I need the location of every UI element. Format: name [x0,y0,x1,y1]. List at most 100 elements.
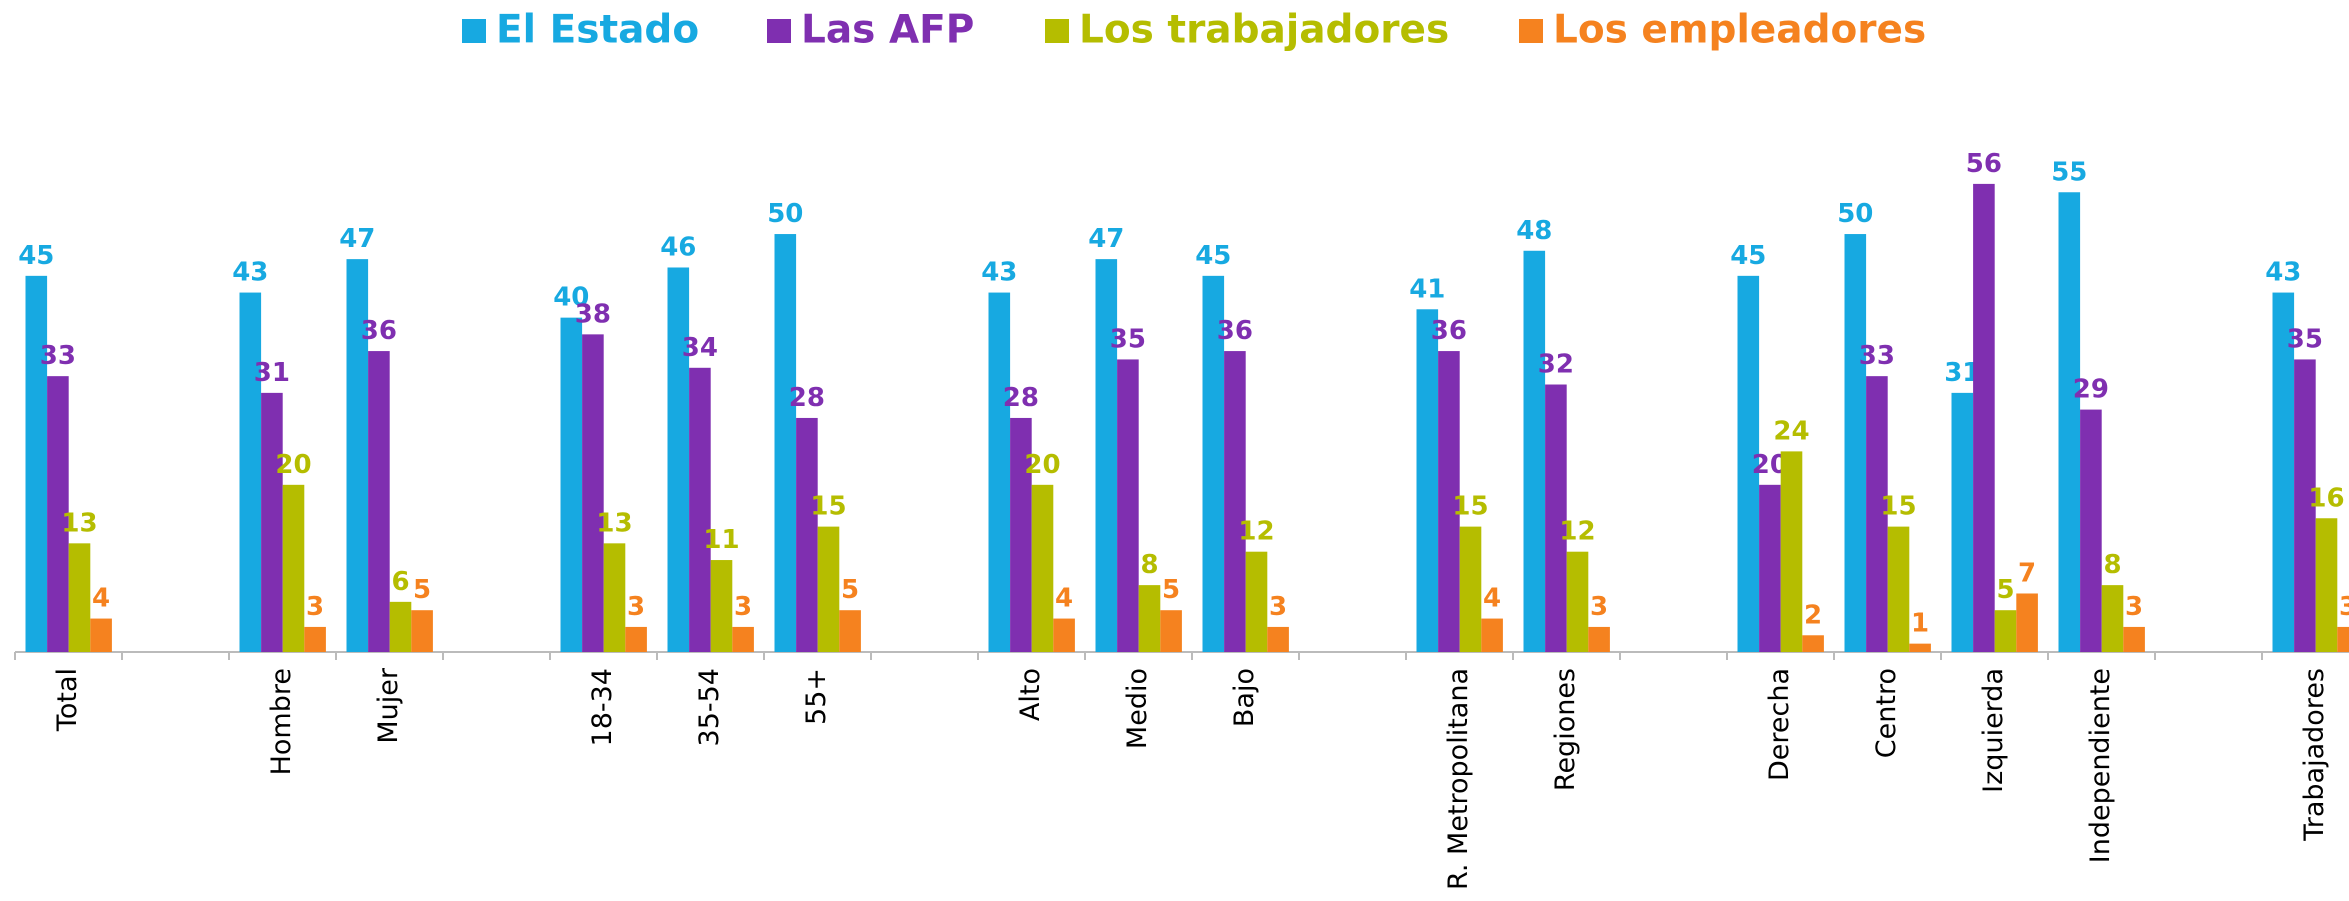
bar [1566,551,1589,652]
bar [1588,626,1610,652]
data-label: 33 [1859,341,1895,371]
data-label: 50 [767,199,803,229]
data-label: 45 [1730,241,1766,271]
bar [304,626,326,652]
bar [2016,593,2038,652]
bar [1459,526,1482,652]
data-label: 46 [660,232,696,262]
x-tick-label: Mujer [373,667,404,744]
data-label: 41 [1409,274,1445,304]
legend-label: Los empleadores [1553,8,1926,53]
legend-label: El Estado [496,8,699,53]
x-tick-label: 35-54 [694,668,725,746]
bar [261,392,283,652]
x-tick-label: Bajo [1229,668,1260,727]
bar [774,234,797,653]
data-label: 33 [40,341,76,371]
legend-swatch [462,19,486,43]
data-label: 47 [339,224,375,254]
bar [1267,626,1289,652]
data-label: 12 [1559,517,1595,547]
x-tick-label: Hombre [266,668,297,775]
data-label: 47 [1088,224,1124,254]
data-label: 29 [2073,375,2109,405]
data-label: 40 [553,283,589,313]
bar [25,275,48,652]
x-tick-label: Centro [1871,668,1902,758]
data-label: 35 [2287,324,2323,354]
data-label: 56 [1966,149,2002,179]
bar [732,626,754,652]
bar [817,526,840,652]
data-label: 5 [841,575,859,605]
data-label: 4 [1055,584,1073,614]
bar [368,351,390,652]
bar [796,417,818,652]
legend-swatch [1045,19,1069,43]
bar [988,292,1011,652]
data-label: 34 [682,333,718,363]
bar [1138,585,1161,652]
bar [667,267,690,652]
bar [1737,275,1760,652]
data-label: 11 [703,525,739,555]
bar [1523,250,1546,652]
data-label: 12 [1238,517,1274,547]
bar [239,292,262,652]
bar [1973,183,1995,652]
legend-swatch [767,19,791,43]
data-label: 4 [1483,584,1501,614]
data-label: 15 [810,492,846,522]
data-label: 3 [306,592,324,622]
bar [1481,618,1503,652]
x-tick-label: 55+ [801,668,832,725]
bar [1438,351,1460,652]
bar [710,560,733,652]
bar [2294,359,2316,652]
bar [2315,518,2338,652]
data-label: 45 [18,241,54,271]
bar [582,334,604,652]
x-tick-label: Izquierda [1978,668,2009,793]
data-label: 48 [1516,216,1552,246]
x-tick-label: Medio [1122,668,1153,749]
data-label: 55 [2051,157,2087,187]
bar [1887,526,1910,652]
x-tick-label: Regiones [1550,668,1581,791]
data-label: 6 [391,567,409,597]
bar [2337,626,2349,652]
data-label: 3 [1269,592,1287,622]
data-label: 8 [2103,550,2121,580]
bar [1844,234,1867,653]
bar [1780,451,1803,652]
data-label: 28 [789,383,825,413]
data-label: 28 [1003,383,1039,413]
data-label: 15 [1880,492,1916,522]
x-tick-label: Total [52,668,83,732]
bar [1095,259,1118,652]
bar [47,376,69,652]
data-label: 36 [1217,316,1253,346]
data-label: 15 [1452,492,1488,522]
bar [282,484,305,652]
data-label: 20 [1024,450,1060,480]
bar [560,317,583,652]
bar [2272,292,2295,652]
bar [1245,551,1268,652]
data-label: 4 [92,584,110,614]
bar [1117,359,1139,652]
bar [1994,610,2017,652]
x-tick-label: Trabajadores [2299,668,2330,842]
bar [1010,417,1032,652]
bar [603,543,626,652]
bar [1202,275,1225,652]
bar [1545,384,1567,652]
data-label: 45 [1195,241,1231,271]
x-tick-label: Alto [1015,668,1046,721]
data-label: 50 [1837,199,1873,229]
bar [1160,610,1182,652]
bar [90,618,112,652]
data-label: 5 [1162,575,1180,605]
x-tick-label: 18-34 [587,668,618,746]
bar [1802,635,1824,652]
